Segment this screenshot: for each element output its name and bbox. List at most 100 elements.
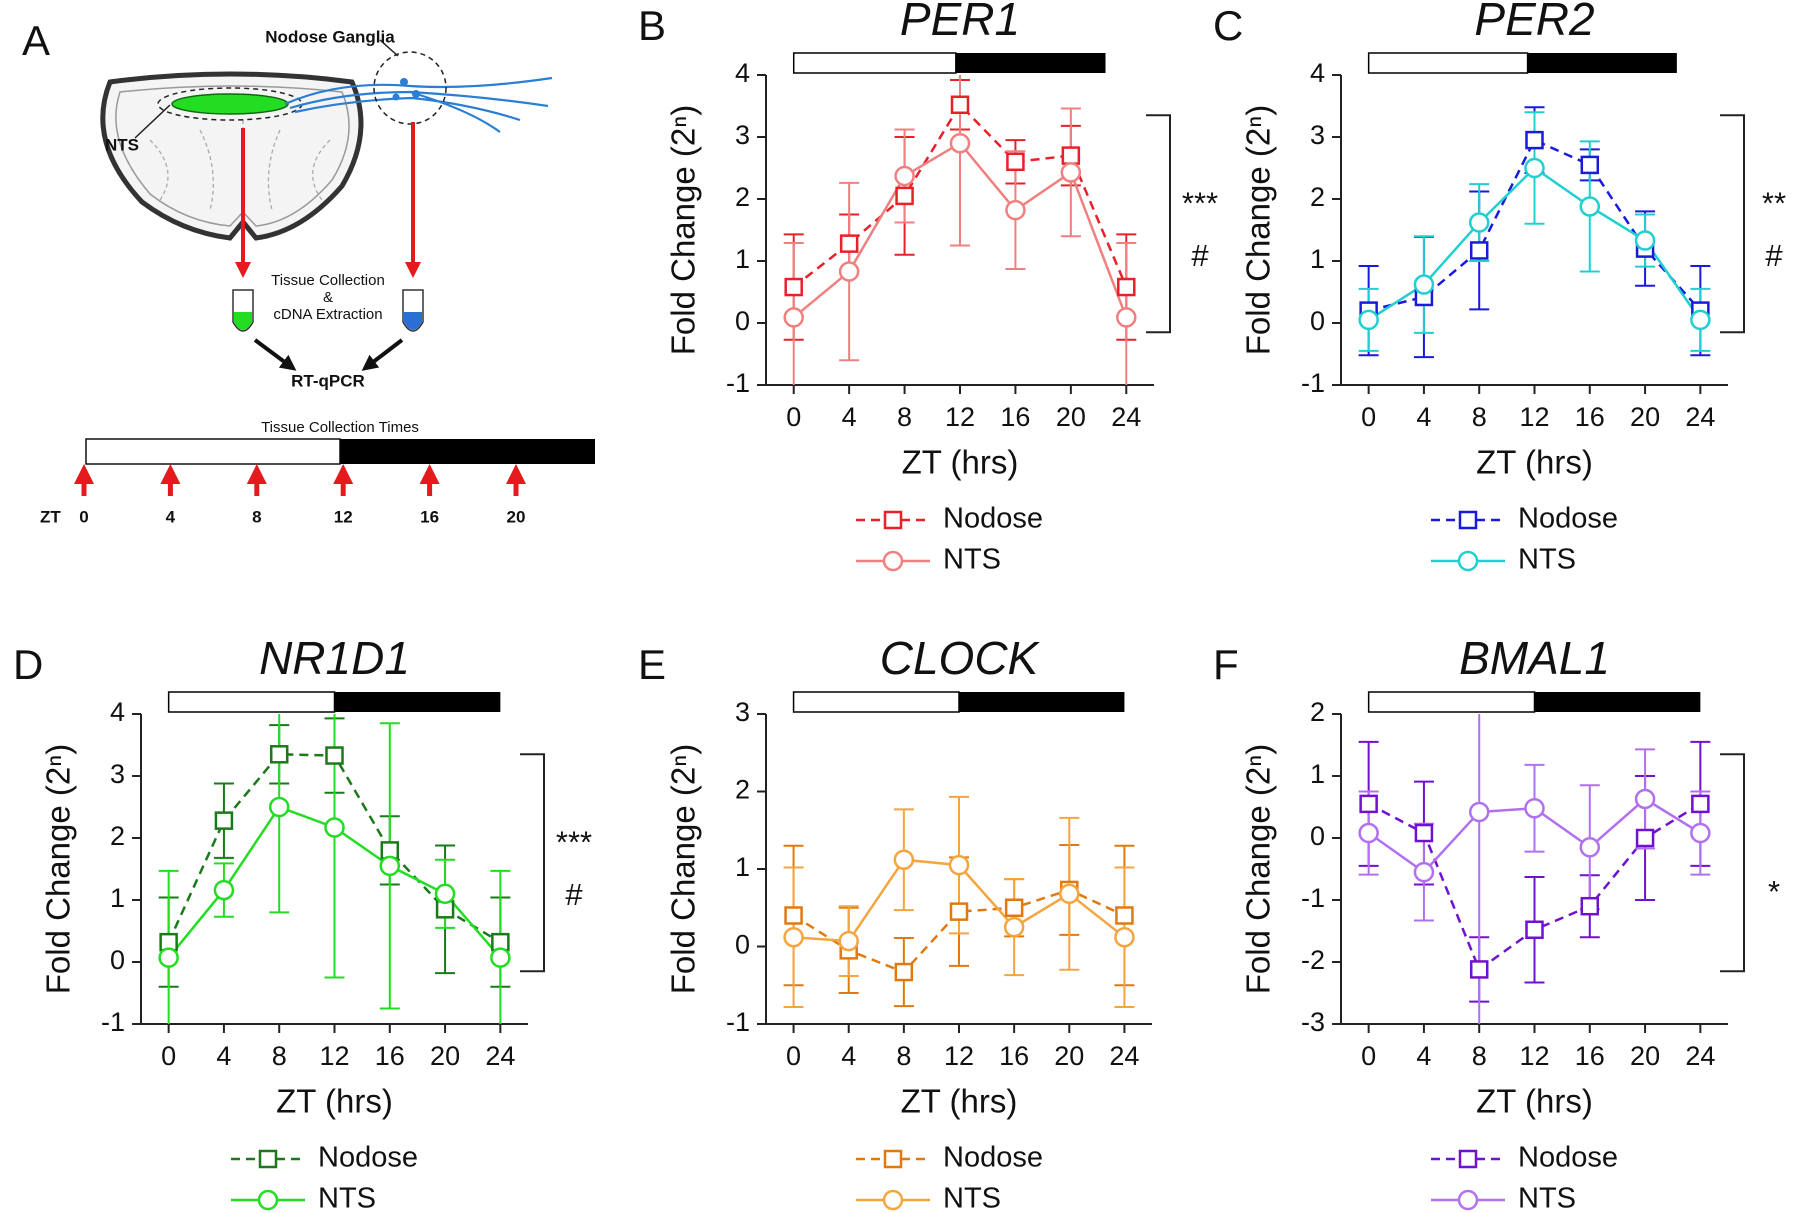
chart-title: PER2 bbox=[1474, 0, 1594, 45]
x-axis-title: ZT (hrs) bbox=[1476, 444, 1593, 481]
y-tick-label: -2 bbox=[1301, 945, 1325, 975]
y-tick-label: 3 bbox=[110, 759, 125, 789]
legend-marker bbox=[883, 1149, 903, 1169]
chart-title: BMAL1 bbox=[1459, 632, 1610, 684]
vagal-fibers bbox=[284, 76, 553, 133]
x-tick-label: 24 bbox=[1109, 1041, 1139, 1071]
chart-title: NR1D1 bbox=[259, 632, 410, 684]
arrow bbox=[253, 338, 297, 371]
x-tick-label: 8 bbox=[272, 1041, 287, 1071]
marker bbox=[1005, 199, 1026, 221]
x-tick-label: 4 bbox=[841, 1041, 856, 1071]
x-tick-label: 4 bbox=[216, 1041, 231, 1071]
x-tick-label: 16 bbox=[1000, 402, 1030, 432]
x-axis-title: ZT (hrs) bbox=[1476, 1083, 1593, 1120]
significance-bracket bbox=[1720, 753, 1745, 973]
panel-letter: A bbox=[22, 17, 50, 64]
x-tick-label: 0 bbox=[1361, 402, 1376, 432]
x-tick-label: 12 bbox=[945, 402, 975, 432]
light-phase bbox=[85, 438, 341, 465]
marker bbox=[893, 849, 915, 870]
legend-marker bbox=[258, 1149, 278, 1169]
x-axis-title: ZT (hrs) bbox=[901, 1083, 1018, 1120]
panel-letter: B bbox=[638, 2, 666, 49]
significance-label: *** bbox=[1182, 185, 1218, 220]
marker bbox=[894, 962, 914, 982]
x-tick-label: 16 bbox=[999, 1041, 1029, 1071]
marker bbox=[784, 906, 803, 925]
light-period bbox=[792, 691, 960, 713]
dark-period bbox=[959, 692, 1125, 712]
marker bbox=[838, 261, 860, 282]
marker bbox=[1413, 274, 1435, 295]
marker bbox=[839, 234, 859, 253]
time-prefix: ZT bbox=[40, 507, 61, 526]
neuron bbox=[392, 93, 400, 101]
x-tick-label: 24 bbox=[485, 1041, 515, 1071]
legend-label: Nodose bbox=[318, 1142, 418, 1174]
legend-marker bbox=[1458, 1149, 1478, 1169]
significance-label: # bbox=[565, 877, 583, 912]
brainstem bbox=[100, 71, 364, 241]
chart-title: CLOCK bbox=[880, 632, 1041, 684]
neuron bbox=[412, 90, 420, 98]
x-axis-title: ZT (hrs) bbox=[902, 444, 1019, 481]
y-tick-label: -1 bbox=[101, 1007, 125, 1037]
x-tick-label: 4 bbox=[842, 402, 857, 432]
marker bbox=[1634, 788, 1656, 810]
collection-text: & bbox=[323, 289, 333, 306]
marker bbox=[1579, 837, 1601, 858]
marker bbox=[1117, 277, 1136, 297]
time-label: 12 bbox=[334, 507, 353, 526]
significance-bracket bbox=[1146, 114, 1171, 334]
y-axis-title: Fold Change (2ⁿ) bbox=[40, 744, 77, 995]
x-tick-label: 4 bbox=[1416, 402, 1431, 432]
marker bbox=[1359, 794, 1378, 814]
legend-label: Nodose bbox=[943, 503, 1043, 535]
legend-marker bbox=[1457, 550, 1479, 572]
x-tick-label: 20 bbox=[430, 1041, 460, 1071]
panel-letter: C bbox=[1213, 2, 1243, 49]
legend-marker bbox=[257, 1189, 279, 1211]
time-label: 4 bbox=[166, 507, 176, 526]
dark-period bbox=[1527, 53, 1677, 73]
marker bbox=[1691, 794, 1710, 814]
y-tick-label: 1 bbox=[735, 852, 750, 882]
y-tick-label: 2 bbox=[110, 821, 125, 851]
y-tick-label: 1 bbox=[1310, 244, 1325, 274]
chart-title: PER1 bbox=[900, 0, 1020, 45]
leader bbox=[379, 39, 399, 57]
y-tick-label: -1 bbox=[726, 1007, 750, 1037]
y-tick-label: 2 bbox=[735, 182, 750, 212]
tube-sample bbox=[234, 312, 252, 330]
y-tick-label: 4 bbox=[1310, 58, 1325, 88]
x-axis-title: ZT (hrs) bbox=[276, 1083, 393, 1120]
dark-period bbox=[1534, 692, 1701, 712]
y-tick-label: 0 bbox=[735, 306, 750, 336]
marker bbox=[1061, 146, 1081, 165]
marker bbox=[158, 947, 179, 968]
marker bbox=[1114, 926, 1135, 948]
legend-label: NTS bbox=[1518, 1183, 1576, 1213]
y-tick-label: 3 bbox=[1310, 120, 1325, 150]
y-tick-label: 2 bbox=[735, 775, 750, 805]
marker bbox=[1524, 157, 1545, 179]
x-tick-label: 24 bbox=[1111, 402, 1141, 432]
timeline-title: Tissue Collection Times bbox=[261, 419, 419, 436]
y-axis-title: Fold Change (2ⁿ) bbox=[1240, 744, 1277, 995]
marker bbox=[213, 879, 235, 901]
marker bbox=[950, 95, 970, 115]
marker bbox=[1525, 920, 1544, 940]
marker bbox=[949, 902, 969, 921]
x-tick-label: 16 bbox=[1575, 402, 1605, 432]
significance-label: # bbox=[1191, 238, 1209, 273]
y-tick-label: 0 bbox=[735, 930, 750, 960]
marker bbox=[1634, 230, 1656, 251]
marker bbox=[434, 883, 456, 905]
legend-label: NTS bbox=[943, 1183, 1001, 1213]
significance-label: ** bbox=[1762, 185, 1786, 220]
x-tick-label: 24 bbox=[1685, 1041, 1715, 1071]
legend-label: NTS bbox=[943, 544, 1001, 576]
